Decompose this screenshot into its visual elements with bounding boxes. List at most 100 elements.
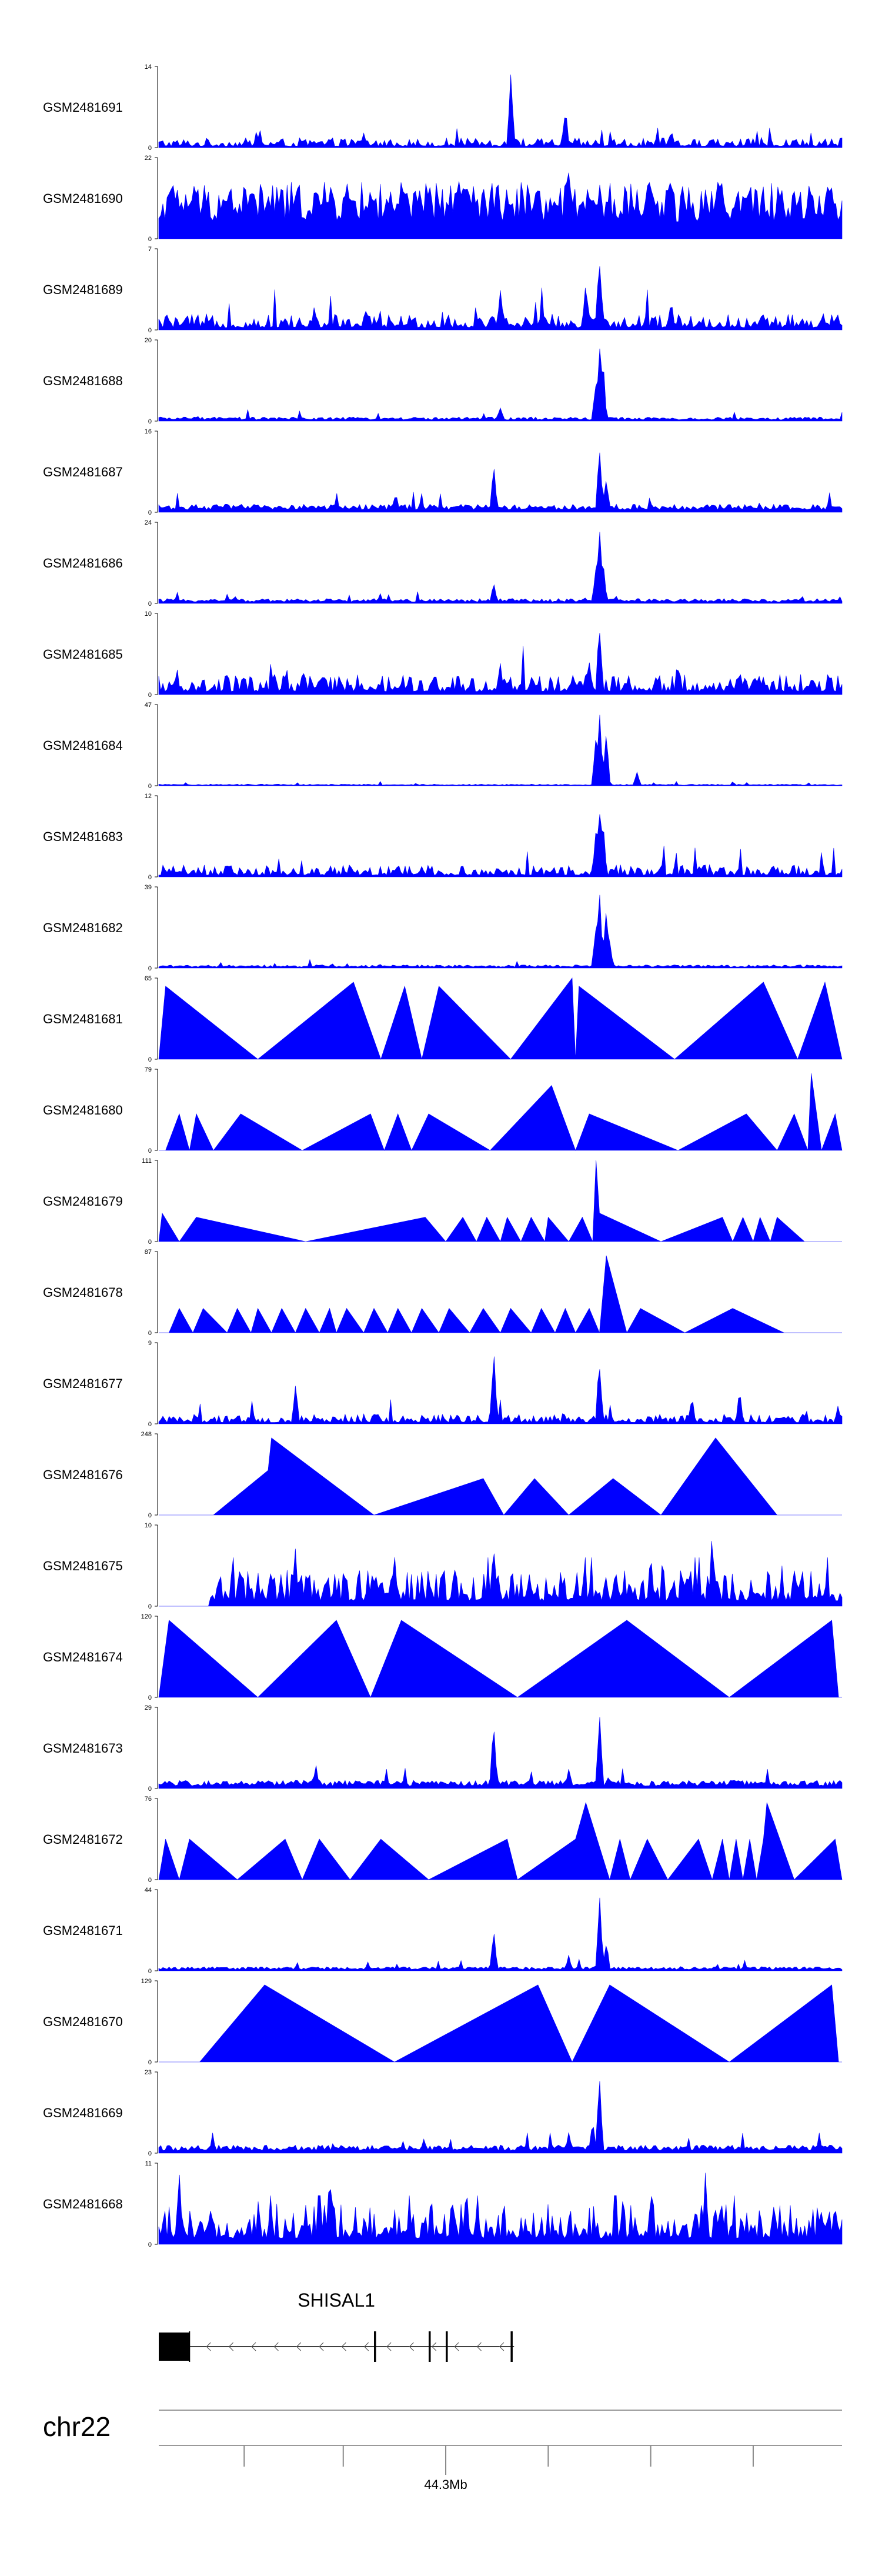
y-zero-tick-label: 0 xyxy=(148,418,152,425)
gene-exon xyxy=(446,2331,448,2362)
y-max-tick-label: 23 xyxy=(145,2069,152,2076)
coverage-area xyxy=(158,172,843,239)
track-GSM2481682: GSM2481682 39 0 xyxy=(43,884,843,972)
track-GSM2481681: GSM2481681 65 0 xyxy=(43,975,843,1063)
track-label: GSM2481669 xyxy=(43,2105,123,2120)
strand-arrow xyxy=(273,2342,279,2351)
track-label: GSM2481685 xyxy=(43,647,123,662)
y-max-tick-label: 39 xyxy=(145,884,152,891)
y-zero-tick-label: 0 xyxy=(148,1968,152,1975)
strand-arrow xyxy=(499,2342,505,2351)
y-zero-tick-label: 0 xyxy=(148,1512,152,1519)
track-GSM2481686: GSM2481686 24 0 xyxy=(43,519,843,608)
track-label: GSM2481686 xyxy=(43,556,123,570)
track-GSM2481690: GSM2481690 22 0 xyxy=(43,155,843,243)
y-max-tick-label: 65 xyxy=(145,975,152,982)
y-zero-tick-label: 0 xyxy=(148,1694,152,1701)
track-GSM2481691: GSM2481691 14 0 xyxy=(43,64,843,152)
coverage-area xyxy=(158,633,843,695)
track-label: GSM2481672 xyxy=(43,1832,123,1847)
strand-arrow xyxy=(476,2342,482,2351)
y-zero-tick-label: 0 xyxy=(148,1877,152,1884)
coverage-area xyxy=(158,1620,842,1698)
track-GSM2481687: GSM2481687 16 0 xyxy=(43,428,843,516)
track-label: GSM2481675 xyxy=(43,1559,123,1573)
gene-name-label: SHISAL1 xyxy=(298,2290,375,2311)
coverage-area xyxy=(158,2173,843,2245)
y-max-tick-label: 22 xyxy=(145,155,152,162)
y-max-tick-label: 11 xyxy=(145,2160,152,2167)
gene-exon xyxy=(428,2331,431,2362)
y-max-tick-label: 76 xyxy=(145,1796,152,1803)
track-GSM2481670: GSM2481670 129 0 xyxy=(43,1978,842,2066)
track-GSM2481669: GSM2481669 23 0 xyxy=(43,2069,843,2157)
track-label: GSM2481668 xyxy=(43,2197,123,2211)
track-label: GSM2481680 xyxy=(43,1103,123,1117)
coverage-area xyxy=(158,2081,843,2154)
strand-arrow xyxy=(341,2342,346,2351)
y-zero-tick-label: 0 xyxy=(148,236,152,243)
strand-arrow xyxy=(228,2342,234,2351)
track-GSM2481679: GSM2481679 111 0 xyxy=(43,1157,842,1246)
strand-arrow xyxy=(363,2342,369,2351)
y-max-tick-label: 79 xyxy=(145,1066,152,1073)
y-zero-tick-label: 0 xyxy=(148,1056,152,1063)
coverage-area xyxy=(158,814,843,877)
y-zero-tick-label: 0 xyxy=(148,692,152,699)
y-zero-tick-label: 0 xyxy=(148,1421,152,1428)
track-GSM2481678: GSM2481678 87 0 xyxy=(43,1249,842,1337)
y-max-tick-label: 129 xyxy=(141,1978,152,1985)
track-label: GSM2481681 xyxy=(43,1012,123,1026)
track-GSM2481674: GSM2481674 120 0 xyxy=(43,1613,842,1701)
coverage-area xyxy=(159,1541,843,1607)
track-label: GSM2481671 xyxy=(43,1923,123,1938)
y-max-tick-label: 111 xyxy=(142,1157,152,1164)
y-max-tick-label: 47 xyxy=(145,702,152,709)
track-label: GSM2481674 xyxy=(43,1650,123,1664)
track-GSM2481684: GSM2481684 47 0 xyxy=(43,702,843,790)
coverage-area xyxy=(158,532,843,604)
track-label: GSM2481683 xyxy=(43,829,123,844)
y-max-tick-label: 16 xyxy=(145,428,152,435)
y-max-tick-label: 248 xyxy=(141,1431,152,1438)
y-zero-tick-label: 0 xyxy=(148,1603,152,1610)
coverage-area xyxy=(158,74,843,148)
y-max-tick-label: 120 xyxy=(141,1613,152,1620)
coverage-area xyxy=(159,1073,843,1151)
coverage-area xyxy=(159,1984,842,2063)
y-zero-tick-label: 0 xyxy=(148,783,152,790)
coverage-area xyxy=(159,1437,842,1516)
coverage-area xyxy=(158,715,843,786)
track-GSM2481688: GSM2481688 20 0 xyxy=(43,337,843,425)
y-zero-tick-label: 0 xyxy=(148,874,152,881)
strand-arrow xyxy=(386,2342,392,2351)
coverage-area xyxy=(159,1255,842,1333)
y-max-tick-label: 10 xyxy=(145,1522,152,1529)
track-label: GSM2481679 xyxy=(43,1194,123,1209)
track-label: GSM2481691 xyxy=(43,100,123,115)
track-GSM2481668: GSM2481668 11 0 xyxy=(43,2160,843,2248)
y-zero-tick-label: 0 xyxy=(148,965,152,972)
y-zero-tick-label: 0 xyxy=(148,327,152,334)
coverage-area xyxy=(158,266,843,331)
track-GSM2481676: GSM2481676 248 0 xyxy=(43,1431,842,1519)
coverage-area xyxy=(158,1717,843,1789)
track-label: GSM2481678 xyxy=(43,1285,123,1300)
track-GSM2481672: GSM2481672 76 0 xyxy=(43,1796,843,1884)
track-label: GSM2481684 xyxy=(43,738,123,753)
y-max-tick-label: 20 xyxy=(145,337,152,344)
y-max-tick-label: 14 xyxy=(145,64,152,71)
gene-annotation-track: SHISAL1 xyxy=(159,2290,514,2362)
track-GSM2481680: GSM2481680 79 0 xyxy=(43,1066,843,1154)
track-GSM2481675: GSM2481675 10 0 xyxy=(43,1522,843,1610)
y-zero-tick-label: 0 xyxy=(148,2059,152,2066)
gene-exon xyxy=(159,2333,190,2361)
track-GSM2481685: GSM2481685 10 0 xyxy=(43,610,843,699)
gene-exon xyxy=(374,2331,376,2362)
coverage-tracks: GSM2481691140GSM2481690220GSM248168970GS… xyxy=(43,64,843,2248)
strand-arrow xyxy=(206,2342,211,2351)
coverage-area xyxy=(158,895,843,969)
y-zero-tick-label: 0 xyxy=(148,1239,152,1246)
track-GSM2481689: GSM2481689 7 0 xyxy=(43,246,843,334)
